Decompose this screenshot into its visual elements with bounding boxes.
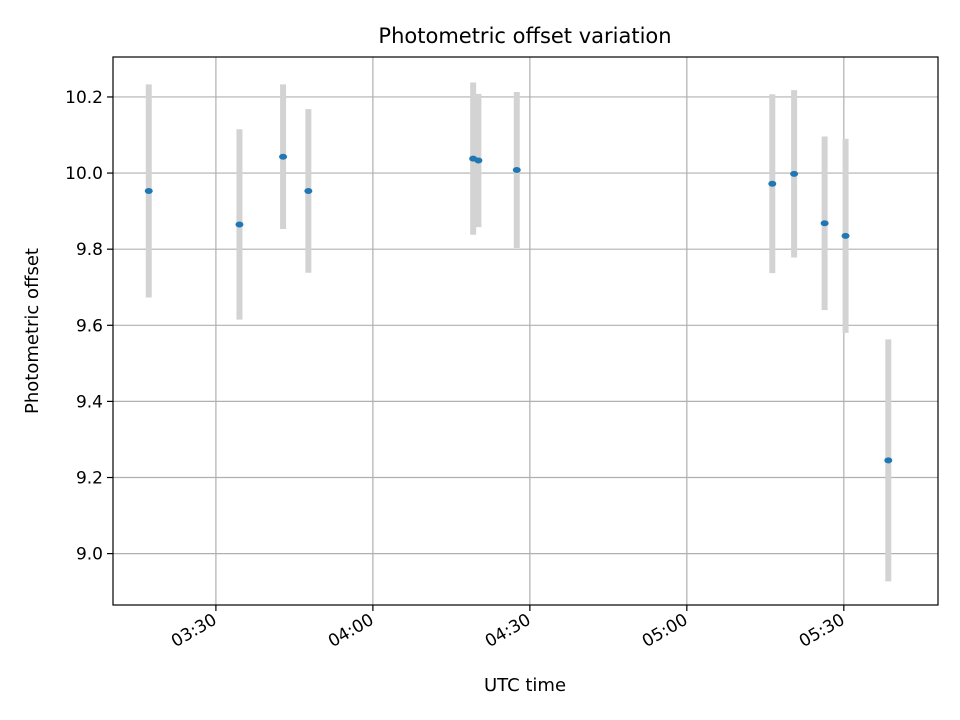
y-tick-label: 9.2 [76, 469, 103, 489]
y-axis: 9.0 9.2 9.4 9.6 9.8 10.0 10.2 [65, 88, 113, 565]
data-point [474, 157, 483, 164]
data-point [790, 170, 799, 177]
data-point [820, 220, 829, 227]
data-point [884, 457, 893, 464]
y-tick-label: 9.4 [76, 392, 103, 412]
x-axis: 03:30 04:00 04:30 05:00 05:30 [168, 605, 848, 652]
x-axis-label: UTC time [484, 675, 566, 696]
data-point [279, 153, 288, 160]
y-tick-label: 10.2 [65, 88, 103, 108]
data-point [144, 187, 153, 194]
error-bars [145, 82, 892, 582]
data-point [512, 167, 521, 174]
data-point [841, 232, 850, 239]
y-tick-label: 10.0 [65, 164, 103, 184]
x-tick-label: 05:30 [796, 610, 848, 652]
y-tick-label: 9.8 [76, 240, 103, 260]
y-axis-label: Photometric offset [22, 248, 43, 414]
x-tick-label: 05:00 [639, 610, 691, 652]
y-tick-label: 9.0 [76, 545, 103, 565]
x-tick-label: 03:30 [168, 610, 220, 652]
chart-title: Photometric offset variation [378, 24, 671, 48]
data-point [768, 180, 777, 187]
data-point [235, 221, 244, 228]
data-point [304, 187, 313, 194]
data-points [144, 153, 893, 464]
plot-frame [112, 56, 939, 606]
y-tick-label: 9.6 [76, 316, 103, 336]
x-tick-label: 04:30 [482, 610, 534, 652]
x-tick-label: 04:00 [325, 610, 377, 652]
